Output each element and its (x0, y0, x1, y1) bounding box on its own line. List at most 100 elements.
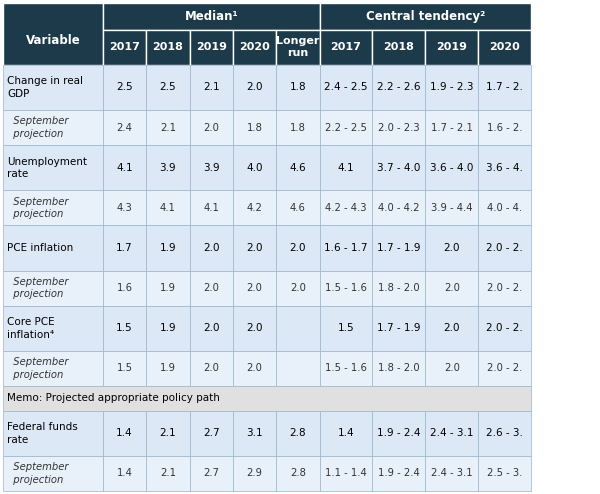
Text: Memo: Projected appropriate policy path: Memo: Projected appropriate policy path (7, 393, 220, 403)
Text: 1.9: 1.9 (160, 324, 176, 333)
Bar (276, 65, 320, 110)
Text: 4.6: 4.6 (290, 203, 306, 213)
Bar (478, 110, 531, 145)
Bar (373, 225, 425, 271)
Bar (190, 190, 233, 225)
Text: 1.6 - 1.7: 1.6 - 1.7 (324, 243, 368, 253)
Bar (146, 225, 190, 271)
Bar (276, 30, 320, 65)
Bar (425, 456, 478, 491)
Text: 2.0: 2.0 (444, 364, 460, 373)
Bar (425, 351, 478, 386)
Bar (478, 456, 531, 491)
Bar (146, 190, 190, 225)
Bar (320, 271, 373, 306)
Bar (320, 411, 373, 456)
Text: 2.5: 2.5 (116, 82, 133, 92)
Text: 1.8 - 2.0: 1.8 - 2.0 (378, 283, 420, 293)
Text: 1.5: 1.5 (338, 324, 355, 333)
Text: 1.7 - 2.: 1.7 - 2. (486, 82, 523, 92)
Bar (478, 351, 531, 386)
Text: 2.0: 2.0 (203, 324, 220, 333)
Text: 1.9 - 2.3: 1.9 - 2.3 (430, 82, 473, 92)
Bar (233, 145, 276, 190)
Text: 1.5 - 1.6: 1.5 - 1.6 (325, 364, 367, 373)
Bar (320, 456, 373, 491)
Bar (233, 271, 276, 306)
Bar (3, 145, 103, 190)
Bar (190, 65, 233, 110)
Bar (146, 456, 190, 491)
Text: 1.9: 1.9 (160, 243, 176, 253)
Bar (373, 145, 425, 190)
Bar (425, 190, 478, 225)
Text: September
  projection: September projection (7, 117, 68, 139)
Bar (103, 65, 146, 110)
Text: 3.9 - 4.4: 3.9 - 4.4 (431, 203, 473, 213)
Bar (146, 145, 190, 190)
Bar (320, 65, 373, 110)
Text: 2.1: 2.1 (203, 82, 220, 92)
Text: 1.7 - 1.9: 1.7 - 1.9 (377, 243, 421, 253)
Bar (103, 145, 146, 190)
Bar (103, 110, 146, 145)
Text: 4.0 - 4.: 4.0 - 4. (487, 203, 522, 213)
Text: 1.5 - 1.6: 1.5 - 1.6 (325, 283, 367, 293)
Bar (103, 30, 146, 65)
Bar (3, 351, 103, 386)
Text: 2.5: 2.5 (160, 82, 176, 92)
Text: Variable: Variable (26, 34, 80, 47)
Bar (478, 30, 531, 65)
Text: PCE inflation: PCE inflation (7, 243, 73, 253)
Text: 2.6 - 3.: 2.6 - 3. (486, 428, 523, 438)
Text: 2.4 - 3.1: 2.4 - 3.1 (431, 468, 473, 479)
Bar (373, 351, 425, 386)
Bar (478, 190, 531, 225)
Bar (276, 456, 320, 491)
Bar (103, 225, 146, 271)
Text: 2.0 - 2.: 2.0 - 2. (486, 324, 523, 333)
Text: 2.4: 2.4 (116, 123, 133, 132)
Text: 4.1: 4.1 (116, 163, 133, 173)
Bar (478, 306, 531, 351)
Bar (146, 306, 190, 351)
Bar (276, 271, 320, 306)
Text: 2017: 2017 (331, 42, 361, 52)
Bar (373, 110, 425, 145)
Text: 4.0 - 4.2: 4.0 - 4.2 (378, 203, 419, 213)
Text: 2.0: 2.0 (290, 243, 306, 253)
Bar (425, 306, 478, 351)
Bar (478, 145, 531, 190)
Bar (276, 306, 320, 351)
Text: 2020: 2020 (489, 42, 520, 52)
Bar (425, 145, 478, 190)
Text: 3.1: 3.1 (246, 428, 263, 438)
Bar (3, 65, 103, 110)
Text: 1.5: 1.5 (116, 324, 133, 333)
Text: 1.8: 1.8 (247, 123, 262, 132)
Text: Central tendency²: Central tendency² (366, 10, 485, 23)
Text: 2.7: 2.7 (203, 468, 219, 479)
Text: September
  projection: September projection (7, 462, 68, 485)
Bar (276, 351, 320, 386)
Text: 4.1: 4.1 (160, 203, 176, 213)
Bar (233, 225, 276, 271)
Text: 2.0: 2.0 (290, 283, 306, 293)
Text: 1.5: 1.5 (116, 364, 133, 373)
Text: 2.1: 2.1 (160, 123, 176, 132)
Text: Core PCE
inflation⁴: Core PCE inflation⁴ (7, 317, 55, 339)
Bar (3, 306, 103, 351)
Text: 1.6: 1.6 (116, 283, 133, 293)
Text: 1.8: 1.8 (290, 82, 306, 92)
Bar (320, 145, 373, 190)
Bar (190, 351, 233, 386)
Bar (276, 225, 320, 271)
Bar (103, 3, 320, 30)
Text: 2.7: 2.7 (203, 428, 220, 438)
Text: 2.8: 2.8 (290, 468, 306, 479)
Bar (276, 411, 320, 456)
Bar (276, 145, 320, 190)
Bar (190, 411, 233, 456)
Bar (233, 456, 276, 491)
Text: 2.5 - 3.: 2.5 - 3. (487, 468, 523, 479)
